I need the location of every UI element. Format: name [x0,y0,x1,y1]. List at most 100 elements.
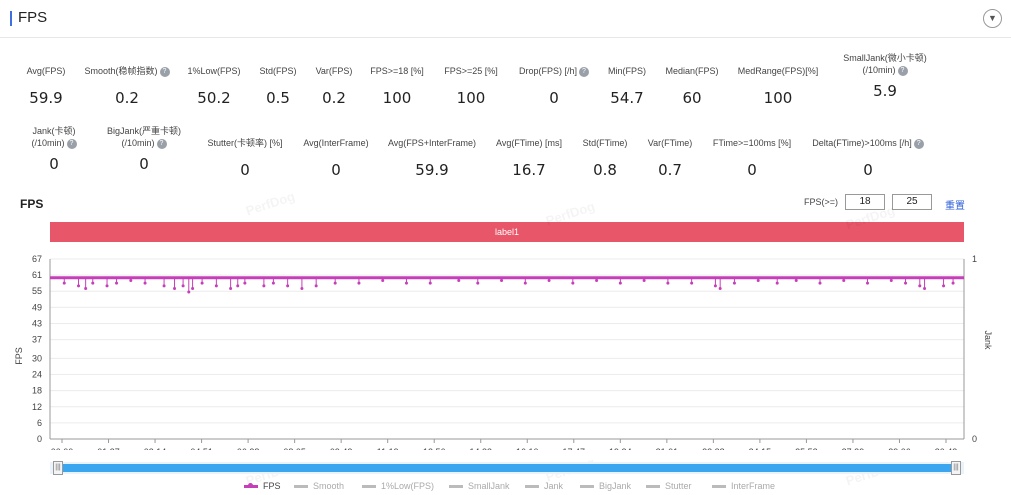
fps-point [62,281,66,285]
metric-value: 5.9 [873,82,897,100]
legend-label: SmallJank [468,481,510,491]
fps-point [115,281,119,285]
y2-tick-label: 0 [972,434,977,444]
metric-value: 50.2 [197,89,231,107]
fps-point [84,287,88,291]
y-tick-label: 37 [32,335,42,345]
legend-item[interactable]: Stutter [646,481,692,491]
x-tick-label: 17:47 [563,447,586,450]
x-axis-ticks: 00:00 01:37 03:14 04:51 06:28 08:05 09:42 11:19… [51,439,958,450]
y-tick-label: 43 [32,318,42,328]
fps-point [381,278,385,282]
help-icon[interactable]: ? [897,65,908,76]
fps-point [300,287,304,291]
metric-card: Delta(FTime)>100ms [/h]? 0 [798,137,938,179]
fps-point [666,281,670,285]
x-tick-label: 08:05 [283,447,306,450]
chart-title: FPS [20,197,44,211]
x-tick-label: 01:37 [97,447,120,450]
metric-card: Jank(卡顿) (/10min)? 0 [0,125,124,173]
fps-point [547,278,551,282]
metric-label-text: Stutter(卡顿率) [%] [207,138,283,148]
fps-point [595,278,599,282]
y-axis-ticks: 0 6 12 18 24 30 37 43 49 55 61 67 [32,254,42,444]
legend-item[interactable]: Smooth [294,481,344,491]
legend-item[interactable]: SmallJank [449,481,510,491]
help-icon[interactable]: ? [159,66,170,77]
metric-label: MedRange(FPS)[%] [708,65,848,77]
legend-item[interactable]: Jank [525,481,563,491]
x-tick-label: 30:43 [935,447,958,450]
x-tick-label: 09:42 [330,447,353,450]
metric-label: FTime>=100ms [%] [682,137,822,149]
metric-value: 100 [382,89,412,107]
fps-point [775,281,779,285]
metric-card: Avg(FPS+InterFrame) 59.9 [362,137,502,179]
metric-value: 54.7 [610,89,644,107]
chart-grid [49,258,965,440]
metric-card: MedRange(FPS)[%] 100 [708,65,848,107]
range-slider-left-handle[interactable]: ||| [53,461,63,475]
legend-item[interactable]: BigJank [580,481,631,491]
metric-label: Delta(FTime)>100ms [/h]? [798,137,938,149]
label-bar[interactable]: label1 [50,222,964,242]
metric-label-text: SmallJank(微小卡顿) [843,53,927,63]
range-slider-selection[interactable] [58,464,956,472]
help-icon[interactable]: ? [156,138,167,149]
fps-threshold-input-1[interactable]: 18 [845,194,885,210]
help-icon[interactable]: ? [66,138,77,149]
metric-label-text: Var(FPS) [315,66,353,76]
y-tick-label: 61 [32,270,42,280]
metric-label: SmallJank(微小卡顿) [815,52,955,64]
fps-point [500,278,504,282]
metric-label-text: Min(FPS) [608,66,646,76]
legend-label: Jank [544,481,564,491]
x-tick-label: 16:10 [516,447,539,450]
metric-value: 0 [747,161,757,179]
fps-point [271,281,275,285]
metric-card: Avg(FPS) 59.9 [0,65,116,107]
metric-label-text: FPS>=25 [%] [444,66,498,76]
help-icon[interactable]: ? [913,138,924,149]
chevron-down-icon[interactable]: ▼ [983,9,1002,28]
metric-label-text: Median(FPS) [665,66,719,76]
metric-card: Var(FTime) 0.7 [600,137,740,179]
header-accent-bar [10,11,12,26]
fps-point [476,281,480,285]
y-tick-label: 6 [37,418,42,428]
fps-point [571,281,575,285]
legend-item[interactable]: FPS [244,481,281,491]
metric-label-text: BigJank(严重卡顿) [106,126,181,136]
fps-threshold-label: FPS(>=) [804,197,839,207]
metric-card: Min(FPS) 54.7 [557,65,697,107]
metric-value: 60 [682,89,702,107]
metric-label-text: Jank(卡顿) [32,126,76,136]
help-icon[interactable]: ? [579,66,589,77]
fps-threshold-input-2[interactable]: 25 [892,194,932,210]
legend-swatch [525,485,539,489]
fps-point [818,281,822,285]
metric-card: Stutter(卡顿率) [%] 0 [175,137,315,179]
x-tick-label: 24:15 [749,447,772,450]
y-tick-label: 55 [32,286,42,296]
fps-point [732,281,736,285]
metric-label-text: Avg(FPS) [26,66,66,76]
legend-swatch [362,485,376,489]
fps-point [618,281,622,285]
legend-item[interactable]: InterFrame [712,481,775,491]
metric-label-text: Smooth(稳帧指数) [84,66,158,76]
fps-point [457,278,461,282]
y-tick-label: 24 [32,370,42,380]
fps-point [214,284,218,288]
fps-point [713,284,717,288]
legend-item[interactable]: 1%Low(FPS) [362,481,434,491]
metric-label-text: Avg(FTime) [ms] [495,138,562,148]
metric-label-text: Drop(FPS) [/h] [518,66,577,76]
metric-label: Stutter(卡顿率) [%] [175,137,315,149]
reset-button[interactable]: 重置 [945,201,965,212]
metric-value: 0 [331,161,341,179]
range-slider-right-handle[interactable]: ||| [951,461,961,475]
metric-card: Var(FPS) 0.2 [264,65,404,107]
metric-card: Avg(InterFrame) 0 [266,137,406,179]
